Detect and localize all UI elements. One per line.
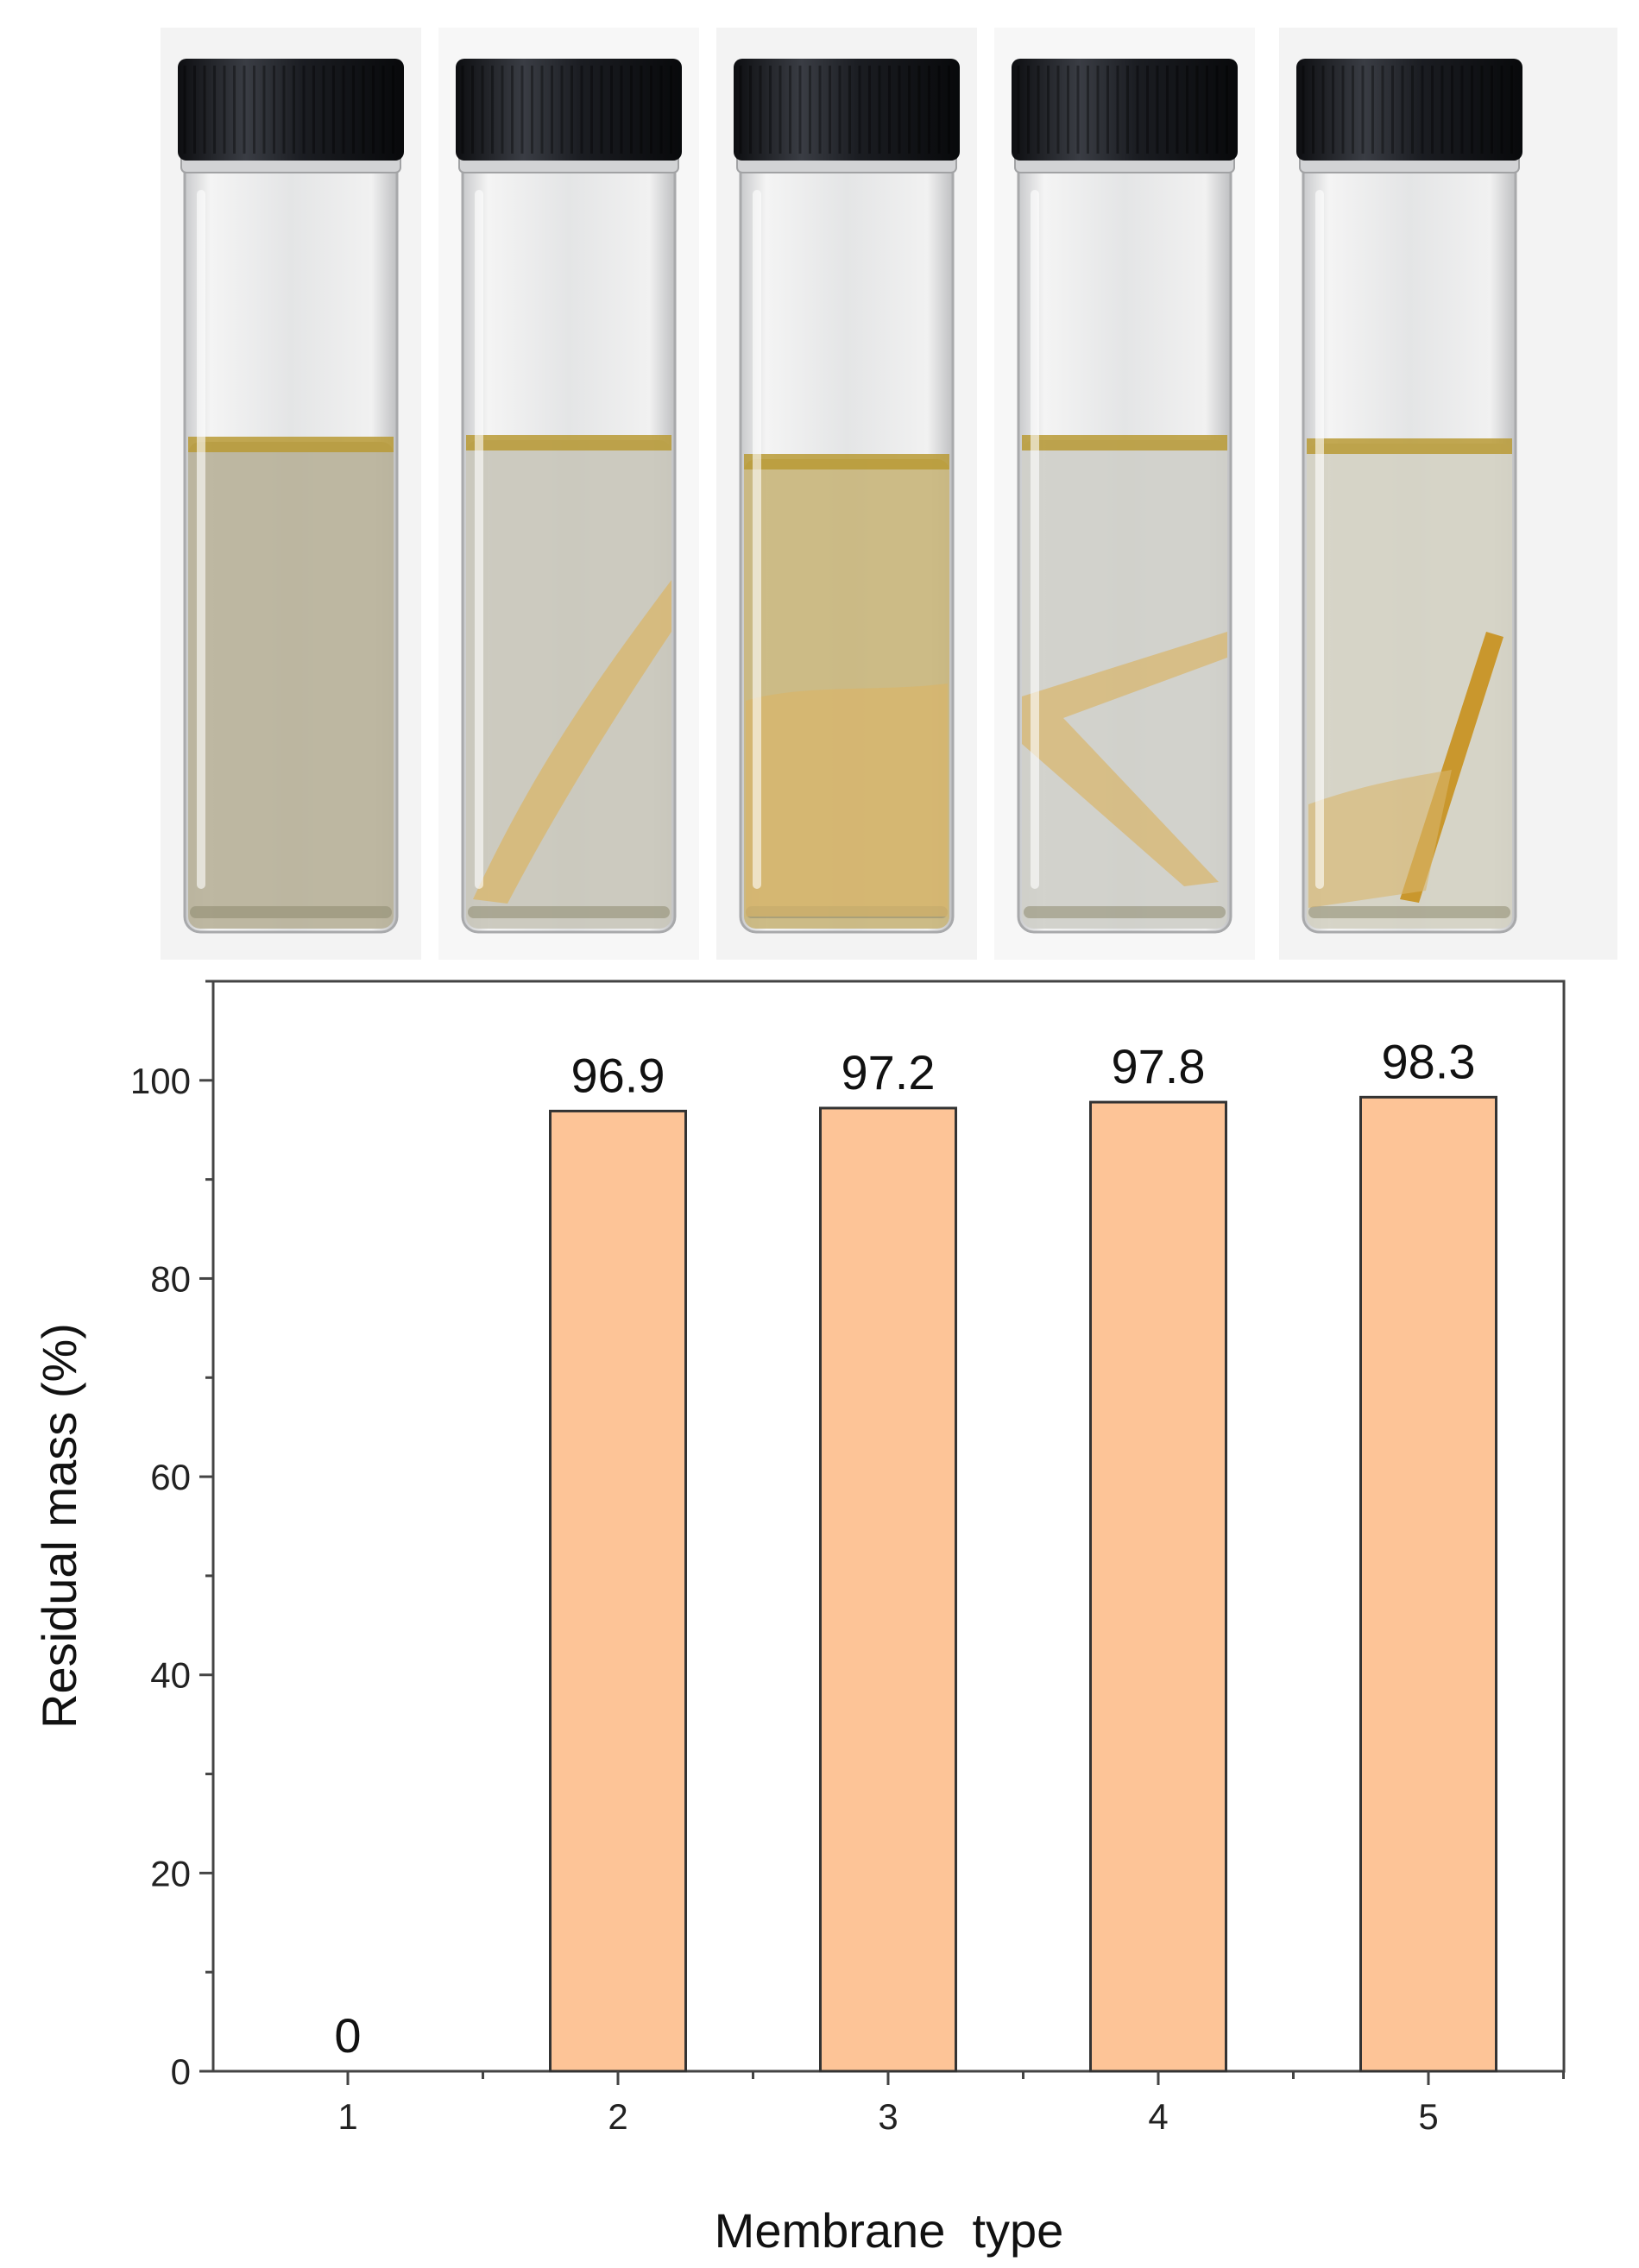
glass-highlight [197, 190, 205, 889]
membrane-film [473, 580, 671, 904]
x-tick-label: 5 [1418, 2096, 1438, 2137]
vial-cap [734, 59, 960, 161]
membrane-film [1308, 770, 1452, 908]
y-tick-label: 40 [150, 1655, 191, 1696]
vial-2 [456, 59, 682, 934]
data-label-4: 97.8 [1112, 1039, 1206, 1093]
x-tick-label: 4 [1148, 2096, 1168, 2137]
vial-meniscus [466, 435, 671, 450]
vial-meniscus [188, 437, 394, 452]
vial-bottom [190, 906, 392, 918]
glass-highlight [1315, 190, 1324, 889]
vial-cap [1012, 59, 1238, 161]
y-axis-title: Residual mass (%) [32, 1323, 86, 1729]
x-tick-label: 3 [878, 2096, 898, 2137]
y-tick-label: 100 [130, 1061, 191, 1101]
vial-1 [178, 59, 404, 934]
x-tick-label: 2 [608, 2096, 627, 2137]
vial-cap [178, 59, 404, 161]
membrane-film [746, 684, 948, 917]
vial-4 [1012, 59, 1238, 934]
vial-liquid [188, 442, 394, 929]
glass-highlight [475, 190, 483, 889]
bar-5 [1359, 1095, 1497, 2073]
vial-3 [734, 59, 960, 934]
bar-2 [549, 1109, 687, 2073]
vial-meniscus [744, 454, 949, 469]
bar-3 [819, 1106, 957, 2073]
bar-4 [1089, 1100, 1227, 2073]
vial-liquid [466, 440, 671, 929]
y-tick-label: 0 [171, 2051, 191, 2092]
vial-bottom [468, 906, 670, 918]
vial-bottom [1308, 906, 1510, 918]
data-label-5: 98.3 [1382, 1034, 1476, 1088]
vial-photo-panel [161, 28, 1617, 960]
vial-cap [456, 59, 682, 161]
membrane-film [1022, 632, 1227, 886]
x-tick-label: 1 [337, 2096, 357, 2137]
x-axis-title: Membrane type [715, 2203, 1064, 2258]
glass-highlight [753, 190, 761, 889]
data-label-3: 97.2 [842, 1045, 936, 1099]
data-label-2: 96.9 [571, 1048, 665, 1102]
data-label-1: 0 [334, 2008, 361, 2063]
vial-bottom [1024, 906, 1226, 918]
vial-5 [1296, 59, 1522, 934]
vial-meniscus [1307, 438, 1512, 454]
vial-meniscus [1022, 435, 1227, 450]
vial-cap [1296, 59, 1522, 161]
glass-highlight [1031, 190, 1039, 889]
y-tick-label: 80 [150, 1258, 191, 1299]
y-tick-label: 20 [150, 1853, 191, 1893]
y-tick-label: 60 [150, 1457, 191, 1497]
